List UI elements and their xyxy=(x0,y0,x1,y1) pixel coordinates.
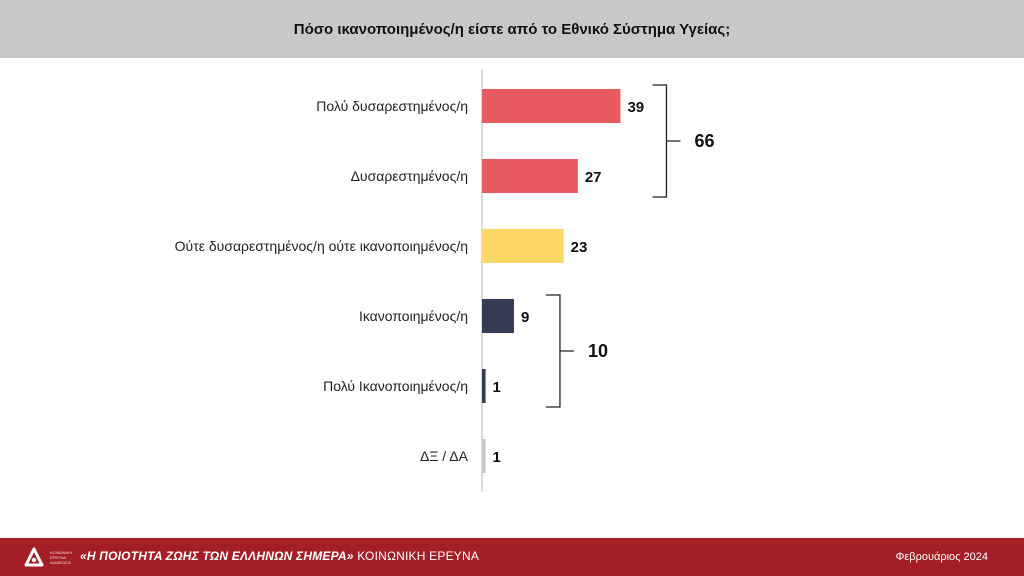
bar xyxy=(482,299,514,333)
group-bracket xyxy=(545,294,574,408)
logo-wordmark: ΚΟΙΝΩΝΙΚΗ ΕΡΕΥΝΑ ΔΙΑΝΕΟΣΙΣ xyxy=(50,550,73,565)
bar xyxy=(482,369,486,403)
footer-bar: ΚΟΙΝΩΝΙΚΗ ΕΡΕΥΝΑ ΔΙΑΝΕΟΣΙΣ «Η ΠΟΙΟΤΗΤΑ Ζ… xyxy=(0,538,1024,576)
survey-subtitle: ΚΟΙΝΩΝΙΚΗ ΕΡΕΥΝΑ xyxy=(357,549,480,563)
bar xyxy=(482,159,578,193)
bar xyxy=(482,439,486,473)
group-total-label: 10 xyxy=(588,341,608,361)
value-label: 9 xyxy=(521,309,529,326)
value-label: 39 xyxy=(627,99,644,116)
brand-logo-icon xyxy=(24,547,44,567)
bar xyxy=(482,229,564,263)
group-bracket xyxy=(652,84,681,198)
category-label: Πολύ Ικανοποιημένος/η xyxy=(323,378,468,394)
category-label: Ικανοποιημένος/η xyxy=(359,308,468,324)
footer-date: Φεβρουάριος 2024 xyxy=(895,551,988,563)
bar xyxy=(482,89,621,123)
bar-chart: Πολύ δυσαρεστημένος/η 39 Δυσαρεστημένος/η 2… xyxy=(175,70,714,492)
value-label: 1 xyxy=(493,379,501,396)
value-label: 23 xyxy=(571,239,588,256)
group-total-label: 66 xyxy=(694,131,714,151)
category-label: ΔΞ / ΔΑ xyxy=(420,448,469,464)
value-label: 27 xyxy=(585,169,602,186)
category-label: Πολύ δυσαρεστημένος/η xyxy=(316,98,468,114)
chart-title: Πόσο ικανοποιημένος/η είστε από το Εθνικ… xyxy=(293,20,731,38)
footer-title: «Η ΠΟΙΟΤΗΤΑ ΖΩΗΣ ΤΩΝ ΕΛΛΗΝΩΝ ΣΗΜΕΡΑ» ΚΟΙ… xyxy=(80,549,479,563)
value-label: 1 xyxy=(493,449,501,466)
category-label: Ούτε δυσαρεστημένος/η ούτε ικανοποιημένο… xyxy=(175,238,468,254)
category-label: Δυσαρεστημένος/η xyxy=(351,168,468,184)
survey-title: «Η ΠΟΙΟΤΗΤΑ ΖΩΗΣ ΤΩΝ ΕΛΛΗΝΩΝ ΣΗΜΕΡΑ» xyxy=(80,549,354,563)
header-bar: Πόσο ικανοποιημένος/η είστε από το Εθνικ… xyxy=(0,0,1024,58)
